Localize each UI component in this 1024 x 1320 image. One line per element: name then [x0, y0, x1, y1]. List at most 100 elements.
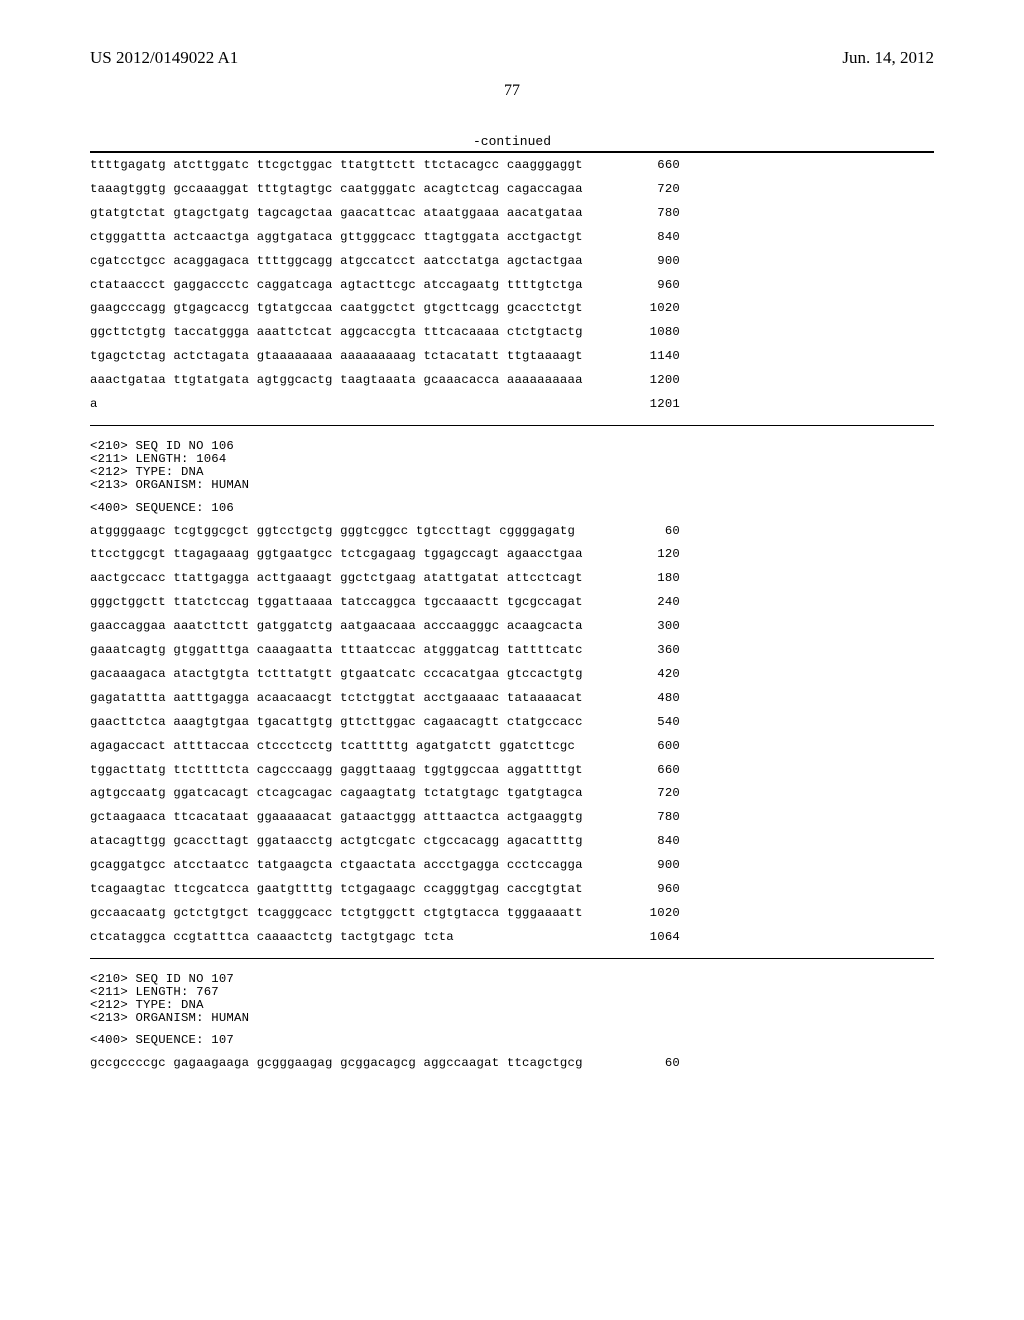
sequence-text: tgagctctag actctagata gtaaaaaaaa aaaaaaa… — [90, 350, 630, 363]
sequence-position: 1020 — [630, 907, 680, 920]
seq106-meta: <210> SEQ ID NO 106<211> LENGTH: 1064<21… — [90, 440, 934, 492]
seq107-label: <400> SEQUENCE: 107 — [90, 1034, 934, 1047]
sequence-row: gaacttctca aaagtgtgaa tgacattgtg gttcttg… — [90, 716, 934, 729]
sequence-text: gaacttctca aaagtgtgaa tgacattgtg gttcttg… — [90, 716, 630, 729]
sequence-position: 900 — [630, 255, 680, 268]
seq-block-continued: ttttgagatg atcttggatc ttcgctggac ttatgtt… — [90, 159, 934, 411]
meta-line: <213> ORGANISM: HUMAN — [90, 1012, 934, 1025]
sequence-text: gagatattta aatttgagga acaacaacgt tctctgg… — [90, 692, 630, 705]
sequence-row: ctgggattta actcaactga aggtgataca gttgggc… — [90, 231, 934, 244]
sequence-text: cgatcctgcc acaggagaca ttttggcagg atgccat… — [90, 255, 630, 268]
sequence-position: 1020 — [630, 302, 680, 315]
pub-date: Jun. 14, 2012 — [842, 48, 934, 68]
page-number: 77 — [90, 82, 934, 100]
sequence-row: agagaccact attttaccaa ctccctcctg tcatttt… — [90, 740, 934, 753]
sequence-position: 840 — [630, 231, 680, 244]
continued-label: -continued — [90, 134, 934, 149]
sequence-row: atacagttgg gcaccttagt ggataacctg actgtcg… — [90, 835, 934, 848]
meta-line: <210> SEQ ID NO 107 — [90, 973, 934, 986]
seq107-block: gccgccccgc gagaagaaga gcgggaagag gcggaca… — [90, 1057, 934, 1070]
pub-number: US 2012/0149022 A1 — [90, 48, 238, 68]
sequence-position: 300 — [630, 620, 680, 633]
sequence-position: 180 — [630, 572, 680, 585]
sequence-position: 480 — [630, 692, 680, 705]
meta-line: <212> TYPE: DNA — [90, 466, 934, 479]
sequence-text: aactgccacc ttattgagga acttgaaagt ggctctg… — [90, 572, 630, 585]
sequence-row: ttttgagatg atcttggatc ttcgctggac ttatgtt… — [90, 159, 934, 172]
sequence-position: 120 — [630, 548, 680, 561]
sequence-text: tggacttatg ttcttttcta cagcccaagg gaggtta… — [90, 764, 630, 777]
sequence-row: gacaaagaca atactgtgta tctttatgtt gtgaatc… — [90, 668, 934, 681]
sequence-position: 540 — [630, 716, 680, 729]
sequence-text: ggcttctgtg taccatggga aaattctcat aggcacc… — [90, 326, 630, 339]
sequence-row: gctaagaaca ttcacataat ggaaaaacat gataact… — [90, 811, 934, 824]
section-rule-1 — [90, 425, 934, 426]
seq107-meta: <210> SEQ ID NO 107<211> LENGTH: 767<212… — [90, 973, 934, 1025]
sequence-text: gaaatcagtg gtggatttga caaagaatta tttaatc… — [90, 644, 630, 657]
sequence-position: 1064 — [630, 931, 680, 944]
sequence-text: gccgccccgc gagaagaaga gcgggaagag gcggaca… — [90, 1057, 630, 1070]
sequence-row: cgatcctgcc acaggagaca ttttggcagg atgccat… — [90, 255, 934, 268]
sequence-row: gcaggatgcc atcctaatcc tatgaagcta ctgaact… — [90, 859, 934, 872]
sequence-position: 60 — [630, 1057, 680, 1070]
sequence-text: ttcctggcgt ttagagaaag ggtgaatgcc tctcgag… — [90, 548, 630, 561]
sequence-row: ctataaccct gaggaccctc caggatcaga agtactt… — [90, 279, 934, 292]
sequence-position: 720 — [630, 787, 680, 800]
sequence-row: taaagtggtg gccaaaggat tttgtagtgc caatggg… — [90, 183, 934, 196]
sequence-row: aactgccacc ttattgagga acttgaaagt ggctctg… — [90, 572, 934, 585]
meta-line: <210> SEQ ID NO 106 — [90, 440, 934, 453]
sequence-position: 960 — [630, 279, 680, 292]
sequence-row: gccgccccgc gagaagaaga gcgggaagag gcggaca… — [90, 1057, 934, 1070]
sequence-position: 960 — [630, 883, 680, 896]
sequence-row: gggctggctt ttatctccag tggattaaaa tatccag… — [90, 596, 934, 609]
sequence-row: gaaccaggaa aaatcttctt gatggatctg aatgaac… — [90, 620, 934, 633]
meta-line: <211> LENGTH: 767 — [90, 986, 934, 999]
sequence-text: atggggaagc tcgtggcgct ggtcctgctg gggtcgg… — [90, 525, 630, 538]
sequence-row: tgagctctag actctagata gtaaaaaaaa aaaaaaa… — [90, 350, 934, 363]
sequence-row: gaagcccagg gtgagcaccg tgtatgccaa caatggc… — [90, 302, 934, 315]
sequence-position: 600 — [630, 740, 680, 753]
sequence-row: gtatgtctat gtagctgatg tagcagctaa gaacatt… — [90, 207, 934, 220]
sequence-position: 1200 — [630, 374, 680, 387]
sequence-text: gcaggatgcc atcctaatcc tatgaagcta ctgaact… — [90, 859, 630, 872]
sequence-position: 660 — [630, 764, 680, 777]
sequence-text: atacagttgg gcaccttagt ggataacctg actgtcg… — [90, 835, 630, 848]
sequence-text: a — [90, 398, 630, 411]
sequence-position: 420 — [630, 668, 680, 681]
patent-page: US 2012/0149022 A1 Jun. 14, 2012 77 -con… — [0, 0, 1024, 1320]
sequence-text: gacaaagaca atactgtgta tctttatgtt gtgaatc… — [90, 668, 630, 681]
sequence-position: 1140 — [630, 350, 680, 363]
sequence-row: gaaatcagtg gtggatttga caaagaatta tttaatc… — [90, 644, 934, 657]
sequence-position: 1080 — [630, 326, 680, 339]
sequence-position: 360 — [630, 644, 680, 657]
sequence-text: gctaagaaca ttcacataat ggaaaaacat gataact… — [90, 811, 630, 824]
sequence-text: aaactgataa ttgtatgata agtggcactg taagtaa… — [90, 374, 630, 387]
sequence-position: 240 — [630, 596, 680, 609]
sequence-row: tcagaagtac ttcgcatcca gaatgttttg tctgaga… — [90, 883, 934, 896]
sequence-row: ggcttctgtg taccatggga aaattctcat aggcacc… — [90, 326, 934, 339]
sequence-text: gccaacaatg gctctgtgct tcagggcacc tctgtgg… — [90, 907, 630, 920]
meta-line: <211> LENGTH: 1064 — [90, 453, 934, 466]
sequence-row: tggacttatg ttcttttcta cagcccaagg gaggtta… — [90, 764, 934, 777]
sequence-row: ttcctggcgt ttagagaaag ggtgaatgcc tctcgag… — [90, 548, 934, 561]
seq106-block: atggggaagc tcgtggcgct ggtcctgctg gggtcgg… — [90, 525, 934, 944]
sequence-position: 780 — [630, 811, 680, 824]
sequence-text: gaagcccagg gtgagcaccg tgtatgccaa caatggc… — [90, 302, 630, 315]
page-header: US 2012/0149022 A1 Jun. 14, 2012 — [90, 48, 934, 68]
seq106-label: <400> SEQUENCE: 106 — [90, 502, 934, 515]
section-rule-2 — [90, 958, 934, 959]
sequence-position: 60 — [630, 525, 680, 538]
sequence-text: ttttgagatg atcttggatc ttcgctggac ttatgtt… — [90, 159, 630, 172]
sequence-text: ctataaccct gaggaccctc caggatcaga agtactt… — [90, 279, 630, 292]
sequence-text: ctcataggca ccgtatttca caaaactctg tactgtg… — [90, 931, 630, 944]
sequence-text: gggctggctt ttatctccag tggattaaaa tatccag… — [90, 596, 630, 609]
sequence-text: tcagaagtac ttcgcatcca gaatgttttg tctgaga… — [90, 883, 630, 896]
sequence-position: 1201 — [630, 398, 680, 411]
meta-line: <212> TYPE: DNA — [90, 999, 934, 1012]
sequence-row: aaactgataa ttgtatgata agtggcactg taagtaa… — [90, 374, 934, 387]
sequence-row: atggggaagc tcgtggcgct ggtcctgctg gggtcgg… — [90, 525, 934, 538]
sequence-text: gtatgtctat gtagctgatg tagcagctaa gaacatt… — [90, 207, 630, 220]
sequence-position: 840 — [630, 835, 680, 848]
sequence-text: ctgggattta actcaactga aggtgataca gttgggc… — [90, 231, 630, 244]
sequence-row: agtgccaatg ggatcacagt ctcagcagac cagaagt… — [90, 787, 934, 800]
